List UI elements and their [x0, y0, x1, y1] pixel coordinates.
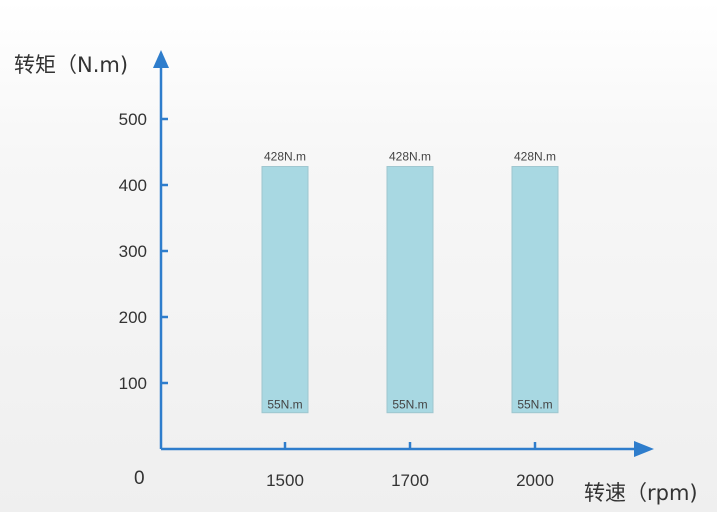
bar — [511, 166, 559, 414]
y-ticks: 100 200 300 400 500 — [119, 110, 168, 393]
x-tick-label: 1500 — [266, 471, 304, 490]
y-axis-arrow — [153, 50, 169, 68]
bar-high-label: 428N.m — [389, 150, 431, 164]
y-tick-label: 200 — [119, 308, 147, 327]
x-axis-title: 转速（rpm) — [584, 481, 698, 505]
bar-high-label: 428N.m — [264, 150, 306, 164]
bar — [261, 166, 309, 414]
x-axis-arrow — [634, 441, 654, 457]
y-tick-label: 400 — [119, 176, 147, 195]
x-tick-label: 2000 — [516, 471, 554, 490]
bar-high-label: 428N.m — [514, 150, 556, 164]
bars: 428N.m 55N.m 428N.m 55N.m 428N.m 55N.m — [261, 150, 559, 414]
y-tick-label: 300 — [119, 242, 147, 261]
x-ticks: 1500 1700 2000 — [266, 442, 554, 490]
bar-low-label: 55N.m — [392, 398, 427, 412]
y-tick-label: 500 — [119, 110, 147, 129]
x-tick-label: 1700 — [391, 471, 429, 490]
bar-low-label: 55N.m — [517, 398, 552, 412]
axes — [153, 50, 654, 457]
bar — [386, 166, 434, 414]
y-tick-label: 100 — [119, 374, 147, 393]
origin-label: 0 — [134, 468, 145, 489]
bar-low-label: 55N.m — [267, 398, 302, 412]
y-axis-title: 转矩（N.m) — [14, 53, 128, 77]
